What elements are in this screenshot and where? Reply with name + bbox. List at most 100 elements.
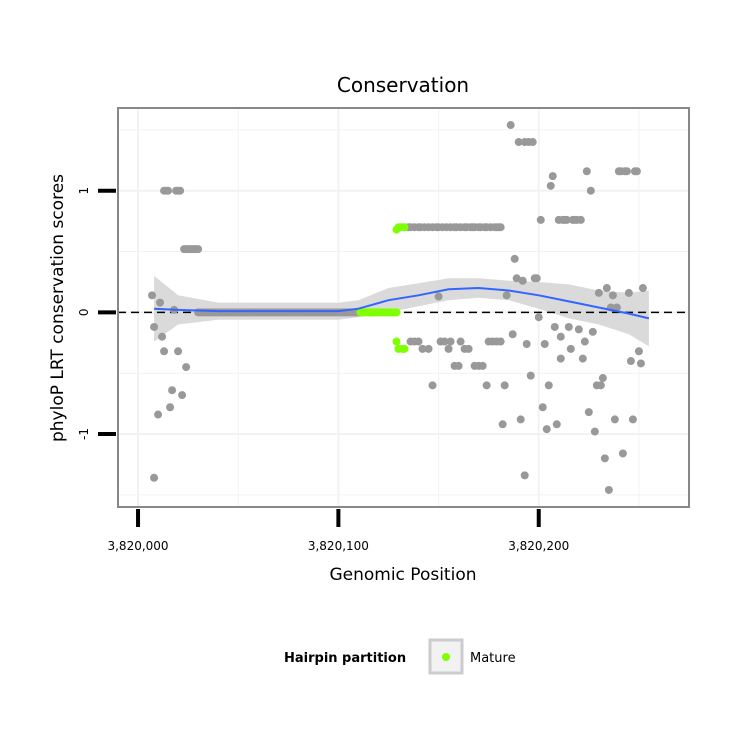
data-point (590, 427, 599, 436)
data-point (632, 167, 641, 176)
legend-key-mature-point (442, 653, 450, 661)
x-axis-title: Genomic Position (329, 565, 476, 585)
data-point (548, 172, 557, 181)
data-point (496, 223, 505, 232)
data-point (608, 291, 617, 300)
data-point (498, 420, 507, 429)
data-point (522, 339, 531, 348)
data-point (424, 344, 433, 353)
data-point (612, 303, 621, 312)
chart-title: Conservation (337, 73, 469, 97)
data-point (150, 473, 159, 482)
plot-panel-border (117, 107, 690, 508)
y-tick-label: 0 (77, 309, 91, 317)
data-point (434, 292, 443, 301)
data-point (508, 330, 517, 339)
y-axis-title: phyloP LRT conservation scores (48, 174, 68, 442)
data-point (550, 322, 559, 331)
data-point (564, 322, 573, 331)
data-point (600, 454, 609, 463)
data-point (150, 322, 159, 331)
data-point (510, 254, 519, 263)
data-point (502, 291, 511, 300)
data-point (478, 361, 487, 370)
x-tick-label: 3,820,000 (107, 539, 168, 553)
data-point (556, 354, 565, 363)
data-point (634, 347, 643, 356)
data-point (514, 138, 523, 147)
data-point (622, 167, 631, 176)
data-point (534, 313, 543, 322)
data-point (156, 298, 165, 307)
data-point (618, 449, 627, 458)
data-point (414, 337, 423, 346)
smooth-line (154, 286, 650, 320)
x-tick-label: 3,820,200 (508, 539, 569, 553)
data-point (638, 284, 647, 293)
data-point (602, 284, 611, 293)
data-point (520, 471, 529, 480)
data-point (596, 381, 605, 390)
data-point (598, 374, 607, 383)
data-point (516, 415, 525, 424)
data-point (536, 215, 545, 224)
data-point (546, 181, 555, 190)
data-point (580, 337, 589, 346)
data-point (418, 344, 427, 353)
data-point (586, 186, 595, 195)
data-point (544, 381, 553, 390)
data-point (174, 347, 183, 356)
data-point (588, 327, 597, 336)
data-point (562, 215, 571, 224)
data-point (464, 344, 473, 353)
data-point (584, 408, 593, 417)
data-point (428, 381, 437, 390)
data-point-mature (392, 337, 401, 346)
data-point (526, 371, 535, 380)
y-axis: -1 0 1 (77, 187, 116, 440)
data-point (512, 274, 521, 283)
legend: Hairpin partition Mature (284, 638, 516, 675)
data-point (542, 425, 551, 434)
data-point (482, 381, 491, 390)
data-point (552, 420, 561, 429)
x-tick-label: 3,820,100 (308, 539, 369, 553)
data-point (164, 186, 173, 195)
data-point (506, 121, 515, 130)
y-tick-label: 1 (77, 187, 91, 195)
data-point (182, 363, 191, 372)
data-point (604, 485, 613, 494)
data-point (168, 386, 177, 395)
data-point-mature (400, 344, 409, 353)
legend-title: Hairpin partition (284, 651, 406, 666)
data-point (576, 215, 585, 224)
data-point (454, 361, 463, 370)
data-point (158, 332, 167, 341)
data-point (148, 291, 157, 300)
x-axis: 3,820,000 3,820,100 3,820,200 (107, 509, 569, 553)
data-point (496, 337, 505, 346)
data-point (540, 339, 549, 348)
smooth-trend-line (154, 286, 650, 320)
legend-label-mature: Mature (470, 651, 516, 666)
data-point (628, 415, 637, 424)
data-point (456, 337, 465, 346)
data-point (538, 403, 547, 412)
data-point (624, 288, 633, 297)
data-point (154, 410, 163, 419)
data-point (194, 245, 203, 254)
data-point-mature (392, 308, 401, 317)
data-point (178, 391, 187, 400)
data-point (532, 274, 541, 283)
data-point (444, 344, 453, 353)
data-point (518, 276, 527, 285)
data-point (610, 415, 619, 424)
data-point-mature (400, 223, 409, 232)
data-point (176, 186, 185, 195)
data-point (528, 138, 537, 147)
data-point (500, 381, 509, 390)
data-point (556, 332, 565, 341)
data-point (636, 359, 645, 368)
data-point (582, 167, 591, 176)
